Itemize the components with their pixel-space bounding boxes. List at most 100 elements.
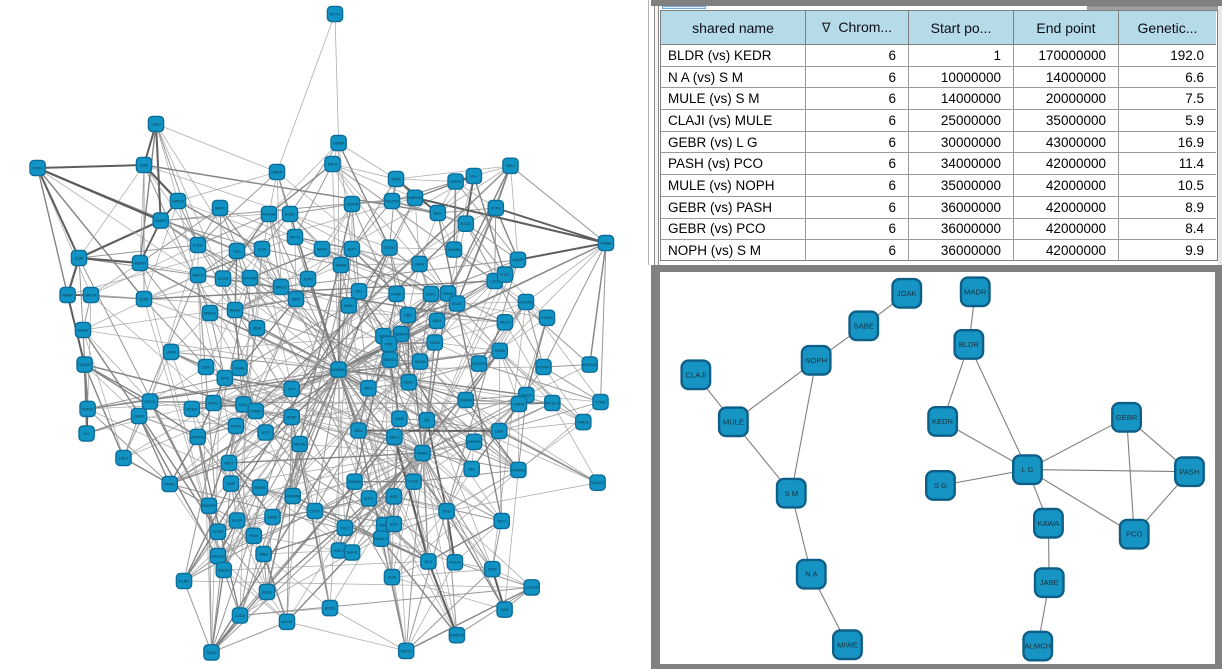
svg-text:BDN: BDN bbox=[433, 319, 441, 323]
svg-text:KSUU: KSUU bbox=[262, 590, 273, 594]
svg-text:BAWFR: BAWFR bbox=[202, 504, 216, 508]
svg-text:RCDF: RCDF bbox=[325, 607, 336, 611]
svg-text:LAKJ: LAKJ bbox=[151, 122, 160, 126]
svg-text:JABE: JABE bbox=[1040, 578, 1059, 587]
svg-text:WUJ: WUJ bbox=[498, 519, 506, 523]
svg-text:SAWCG: SAWCG bbox=[450, 634, 464, 638]
svg-text:NARD: NARD bbox=[578, 421, 589, 425]
svg-text:SABE: SABE bbox=[854, 321, 874, 330]
svg-text:KDNB: KDNB bbox=[415, 360, 426, 364]
svg-text:JDPC: JDPC bbox=[303, 277, 313, 281]
svg-text:ALMCH: ALMCH bbox=[1025, 641, 1052, 650]
svg-text:LODD: LODD bbox=[235, 614, 246, 618]
svg-text:KWBA: KWBA bbox=[600, 241, 612, 245]
svg-text:JOKI: JOKI bbox=[140, 163, 148, 167]
svg-text:UGIR: UGIR bbox=[166, 350, 176, 354]
svg-text:MNKS: MNKS bbox=[417, 452, 428, 456]
svg-text:DIUG: DIUG bbox=[430, 341, 440, 345]
svg-text:MADR: MADR bbox=[964, 287, 987, 296]
svg-text:KRRU: KRRU bbox=[164, 482, 175, 486]
svg-text:DMGO: DMGO bbox=[384, 358, 396, 362]
svg-text:MTDAR: MTDAR bbox=[243, 276, 257, 280]
svg-text:PFCP: PFCP bbox=[232, 519, 243, 523]
svg-text:IMKJ: IMKJ bbox=[364, 387, 373, 391]
svg-text:CPOK: CPOK bbox=[213, 530, 224, 534]
svg-text:BLDR: BLDR bbox=[959, 340, 980, 349]
svg-text:RFN: RFN bbox=[390, 522, 398, 526]
svg-text:CRCD: CRCD bbox=[145, 400, 156, 404]
svg-text:DJDDP: DJDDP bbox=[78, 363, 91, 367]
svg-text:FPE: FPE bbox=[385, 342, 393, 346]
svg-text:WKDLS: WKDLS bbox=[546, 401, 560, 405]
svg-text:ISJA: ISJA bbox=[388, 576, 396, 580]
svg-text:HLH: HLH bbox=[470, 174, 478, 178]
svg-text:SWUU: SWUU bbox=[275, 285, 287, 289]
svg-text:ARTT: ARTT bbox=[224, 461, 235, 465]
svg-text:S M: S M bbox=[785, 488, 799, 497]
svg-text:EGWA: EGWA bbox=[541, 316, 553, 320]
svg-text:DMRJN: DMRJN bbox=[408, 196, 422, 200]
svg-text:OBCI: OBCI bbox=[119, 456, 128, 460]
svg-text:JODPB: JODPB bbox=[346, 202, 359, 206]
svg-text:SPG: SPG bbox=[221, 376, 229, 380]
svg-text:FCPK: FCPK bbox=[491, 206, 502, 210]
svg-text:MULE: MULE bbox=[723, 417, 744, 426]
svg-text:NTPRF: NTPRF bbox=[537, 365, 550, 369]
svg-text:RHBU: RHBU bbox=[230, 308, 241, 312]
svg-text:N A: N A bbox=[805, 569, 818, 578]
svg-text:NOPH: NOPH bbox=[805, 355, 827, 364]
svg-text:IMPN: IMPN bbox=[231, 424, 241, 428]
svg-text:HSWMM: HSWMM bbox=[285, 494, 300, 498]
svg-text:JOAK: JOAK bbox=[897, 288, 917, 297]
svg-text:WWJG: WWJG bbox=[204, 311, 216, 315]
svg-text:BFTG: BFTG bbox=[290, 235, 300, 239]
svg-text:FMAH: FMAH bbox=[443, 292, 454, 296]
svg-text:TSLC: TSLC bbox=[340, 526, 350, 530]
svg-text:DDBA: DDBA bbox=[187, 407, 198, 411]
svg-text:ILOR: ILOR bbox=[75, 256, 84, 260]
svg-text:KMD: KMD bbox=[488, 568, 497, 572]
svg-text:GOJR: GOJR bbox=[218, 277, 229, 281]
svg-text:COOT: COOT bbox=[309, 509, 321, 513]
svg-text:EGAT: EGAT bbox=[452, 302, 463, 306]
svg-text:TSLL: TSLL bbox=[232, 249, 241, 253]
svg-text:UENDR: UENDR bbox=[394, 332, 408, 336]
svg-text:WHOJ: WHOJ bbox=[82, 407, 93, 411]
svg-text:FCFF: FCFF bbox=[409, 480, 419, 484]
svg-text:TUCPG: TUCPG bbox=[385, 199, 398, 203]
svg-text:IPDH: IPDH bbox=[33, 166, 42, 170]
svg-text:JSKSW: JSKSW bbox=[459, 398, 472, 402]
svg-text:EWFR: EWFR bbox=[513, 402, 524, 406]
svg-text:FEDMU: FEDMU bbox=[583, 363, 597, 367]
svg-text:WUUH: WUUH bbox=[449, 561, 461, 565]
svg-text:SBLO: SBLO bbox=[389, 435, 399, 439]
svg-text:LJED: LJED bbox=[490, 279, 500, 283]
svg-text:PASH: PASH bbox=[1179, 467, 1199, 476]
svg-text:SUGGJ: SUGGJ bbox=[591, 481, 604, 485]
svg-text:RMER: RMER bbox=[271, 170, 282, 174]
svg-text:DLO: DLO bbox=[424, 560, 432, 564]
svg-text:RJFS: RJFS bbox=[328, 162, 338, 166]
svg-text:IEFTI: IEFTI bbox=[364, 497, 373, 501]
svg-text:UBD: UBD bbox=[404, 314, 412, 318]
svg-text:EKU: EKU bbox=[443, 510, 451, 514]
svg-text:WDAH: WDAH bbox=[134, 261, 146, 265]
svg-text:CLAJI: CLAJI bbox=[686, 370, 707, 379]
svg-text:JLK: JLK bbox=[83, 432, 90, 436]
svg-text:LAKR: LAKR bbox=[415, 262, 425, 266]
svg-text:BOBL: BOBL bbox=[285, 212, 295, 216]
svg-text:MEB: MEB bbox=[395, 417, 404, 421]
svg-text:IUJW: IUJW bbox=[139, 297, 149, 301]
svg-text:WFUA: WFUA bbox=[85, 293, 97, 297]
svg-text:GGUJ: GGUJ bbox=[521, 393, 532, 397]
svg-text:USH: USH bbox=[495, 429, 503, 433]
svg-text:KOE: KOE bbox=[390, 495, 398, 499]
svg-text:JDPE: JDPE bbox=[391, 177, 401, 181]
svg-text:RHFR: RHFR bbox=[379, 523, 390, 527]
svg-text:BJJ: BJJ bbox=[356, 290, 362, 294]
svg-text:PCEU: PCEU bbox=[384, 246, 395, 250]
svg-text:GNPR: GNPR bbox=[155, 219, 166, 223]
svg-text:FDLWB: FDLWB bbox=[519, 300, 532, 304]
svg-text:SFKW: SFKW bbox=[450, 180, 461, 184]
svg-text:NTOE: NTOE bbox=[461, 222, 472, 226]
